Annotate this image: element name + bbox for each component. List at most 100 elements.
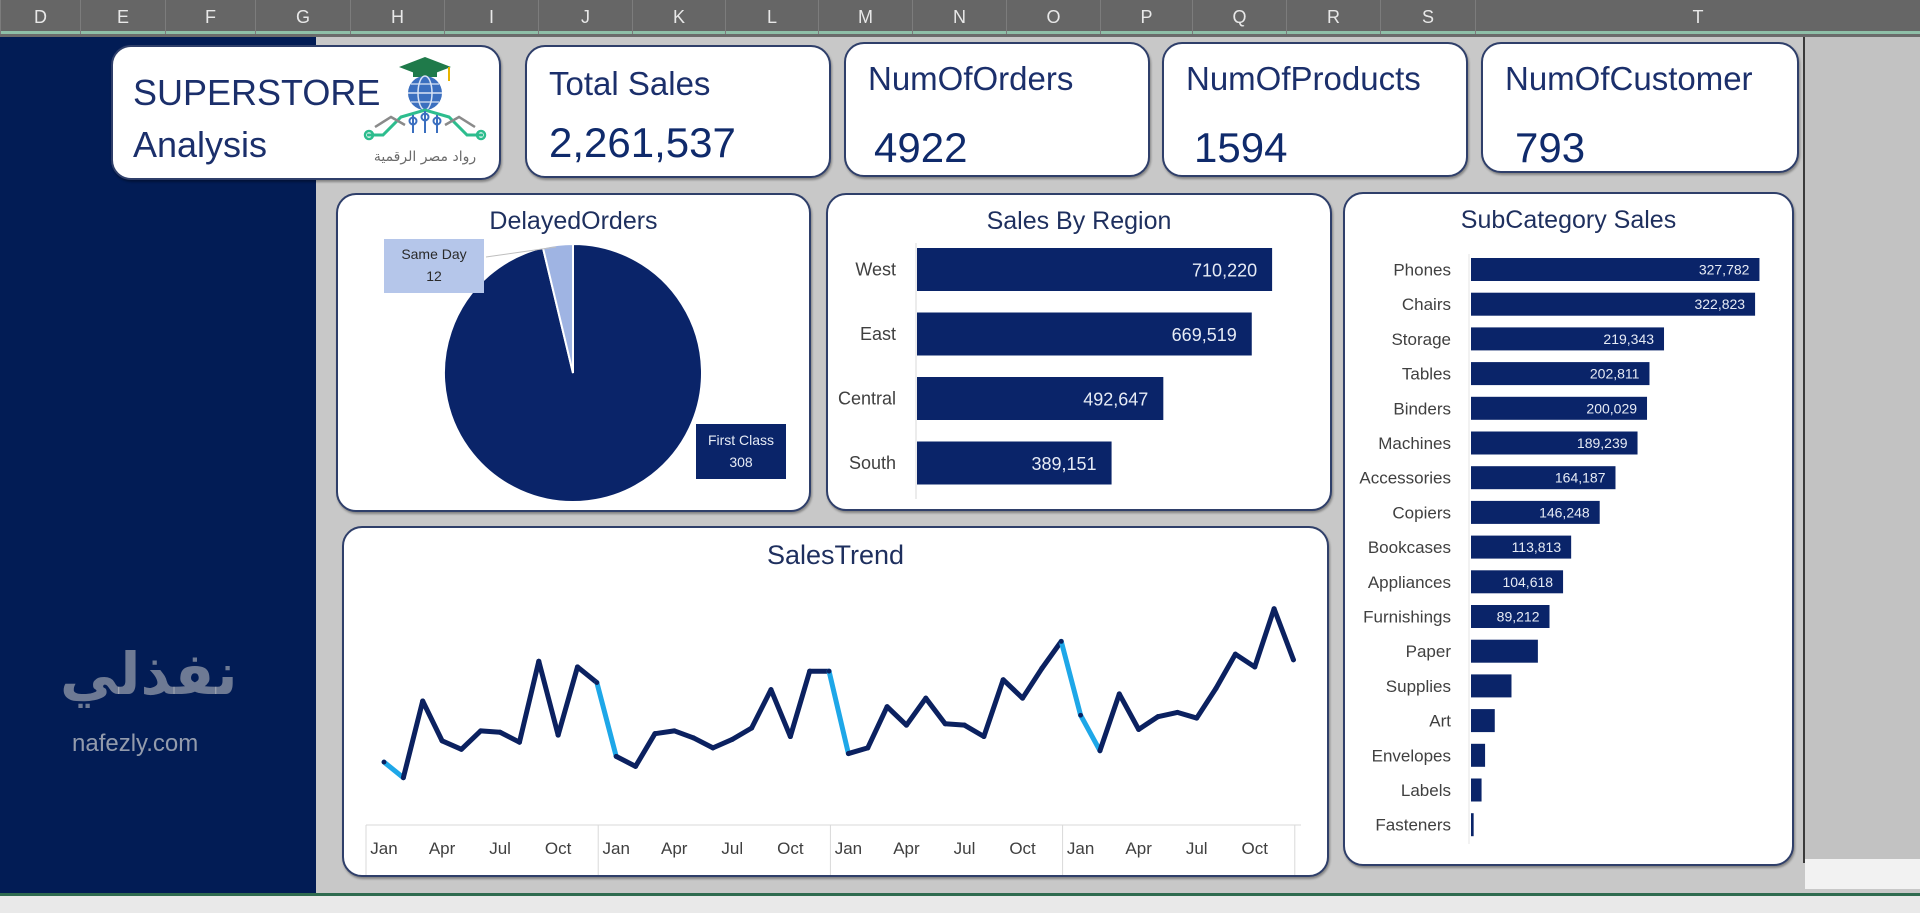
column-header-p[interactable]: P	[1100, 0, 1192, 34]
column-header-k[interactable]: K	[632, 0, 725, 34]
month-tick-label: Jul	[1186, 839, 1208, 858]
line-segment-2018-07	[1194, 685, 1219, 721]
data-point-2015-07	[497, 729, 503, 735]
column-header-l[interactable]: L	[725, 0, 818, 34]
data-point-2017-08	[981, 734, 987, 739]
line-segment-2015-04	[439, 738, 464, 752]
column-header-f[interactable]: F	[165, 0, 255, 34]
data-point-2016-03	[652, 731, 658, 737]
category-label: Machines	[1378, 434, 1451, 453]
kpi-label: NumOfProducts	[1186, 60, 1421, 97]
value-label: 669,519	[1172, 325, 1237, 345]
watermark-url: nafezly.com	[72, 730, 199, 757]
bar-machines	[1471, 431, 1638, 455]
line-segment-2015-12	[594, 680, 619, 759]
data-point-2015-08	[517, 739, 522, 745]
data-point-2015-12	[594, 680, 600, 685]
line-segment-2017-08	[981, 677, 1006, 740]
category-label: Fasteners	[1375, 816, 1451, 835]
bar-copiers	[1471, 500, 1600, 524]
month-tick-label: Jan	[370, 839, 397, 858]
bar-labels	[1471, 778, 1482, 802]
month-tick-label: Oct	[1242, 839, 1269, 858]
column-header-s[interactable]: S	[1380, 0, 1475, 34]
data-point-2017-04	[904, 722, 909, 728]
category-label: Paper	[1406, 642, 1452, 661]
category-label: West	[855, 260, 896, 280]
line-segment-2017-11	[1039, 638, 1064, 671]
column-header-i[interactable]: I	[444, 0, 538, 34]
column-header-m[interactable]: M	[818, 0, 912, 34]
line-segment-2016-01	[613, 753, 639, 769]
column-header-t[interactable]: T	[1475, 0, 1920, 34]
category-label: Supplies	[1386, 677, 1451, 696]
line-segment-2018-03	[1116, 691, 1142, 732]
bottom-border	[0, 893, 1920, 913]
data-label-box-first-class	[696, 424, 786, 479]
sales-trend-card: SalesTrend JanAprJulOct2015JanAprJulOct2…	[342, 526, 1329, 877]
line-segment-2018-10	[1252, 606, 1277, 670]
value-label: 389,151	[1031, 454, 1096, 474]
column-header-e[interactable]: E	[80, 0, 165, 34]
line-segment-2015-01	[381, 759, 406, 781]
navy-side-panel	[0, 37, 316, 899]
category-label: Accessories	[1359, 469, 1451, 488]
line-segment-2017-07	[962, 722, 987, 740]
data-point-2015-02	[400, 775, 406, 781]
line-segment-2016-08	[749, 687, 774, 731]
data-point-2018-02	[1097, 748, 1103, 754]
data-label-name: Same Day	[401, 246, 466, 262]
column-header-o[interactable]: O	[1006, 0, 1100, 34]
value-label: 189,239	[1577, 435, 1628, 451]
column-header-d[interactable]: D	[0, 0, 80, 34]
line-segment-2016-10	[787, 668, 813, 740]
value-label: 164,187	[1555, 470, 1606, 486]
category-label: Binders	[1393, 399, 1451, 418]
bar-binders	[1471, 396, 1648, 420]
column-header-n[interactable]: N	[912, 0, 1006, 34]
data-point-2018-08	[1213, 685, 1219, 691]
data-point-2017-11	[1039, 665, 1045, 671]
line-segment-2015-05	[458, 728, 484, 752]
column-header-g[interactable]: G	[255, 0, 350, 34]
chart-title: Sales By Region	[986, 207, 1172, 235]
line-segment-2018-06	[1174, 709, 1200, 721]
cell-area	[1805, 859, 1920, 889]
column-header-h[interactable]: H	[350, 0, 444, 34]
line-segment-2018-02	[1097, 691, 1122, 754]
line-segment-2016-03	[652, 728, 677, 737]
data-point-2016-07	[729, 736, 735, 742]
data-point-2018-10	[1252, 664, 1258, 670]
category-label: East	[860, 324, 896, 344]
line-segment-2017-06	[942, 721, 967, 728]
bar-central	[917, 377, 1164, 420]
logo-caption: رواد مصر الرقمية	[373, 149, 477, 165]
line-segment-2017-05	[923, 695, 948, 727]
line-segment-2015-06	[478, 728, 503, 735]
data-point-2018-05	[1155, 714, 1161, 720]
bar-paper	[1471, 639, 1538, 663]
kpi-num-products: NumOfProducts 1594	[1162, 42, 1468, 177]
bar-storage	[1471, 327, 1665, 351]
line-segment-2017-04	[903, 695, 929, 728]
value-label: 104,618	[1502, 574, 1553, 590]
column-t-area	[1803, 37, 1920, 889]
data-point-2016-04	[671, 728, 677, 734]
data-point-2016-10	[787, 734, 793, 739]
kpi-value: 2,261,537	[549, 119, 736, 166]
column-header-r[interactable]: R	[1286, 0, 1380, 34]
bar-chairs	[1471, 292, 1756, 316]
month-tick-label: Jan	[602, 839, 629, 858]
pie-chart: Same Day 12 First Class 308	[384, 239, 786, 503]
data-point-2017-02	[865, 745, 871, 751]
bar-accessories	[1471, 466, 1616, 490]
bar-tables	[1471, 362, 1650, 386]
kpi-value: 4922	[874, 124, 968, 171]
column-header-q[interactable]: Q	[1192, 0, 1286, 34]
line-segment-2016-09	[768, 687, 793, 740]
value-label: 113,813	[1512, 539, 1562, 555]
column-header-j[interactable]: J	[538, 0, 632, 34]
data-point-2017-09	[1000, 677, 1006, 683]
data-label-box-same-day	[384, 239, 484, 293]
category-label: Copiers	[1392, 503, 1451, 522]
